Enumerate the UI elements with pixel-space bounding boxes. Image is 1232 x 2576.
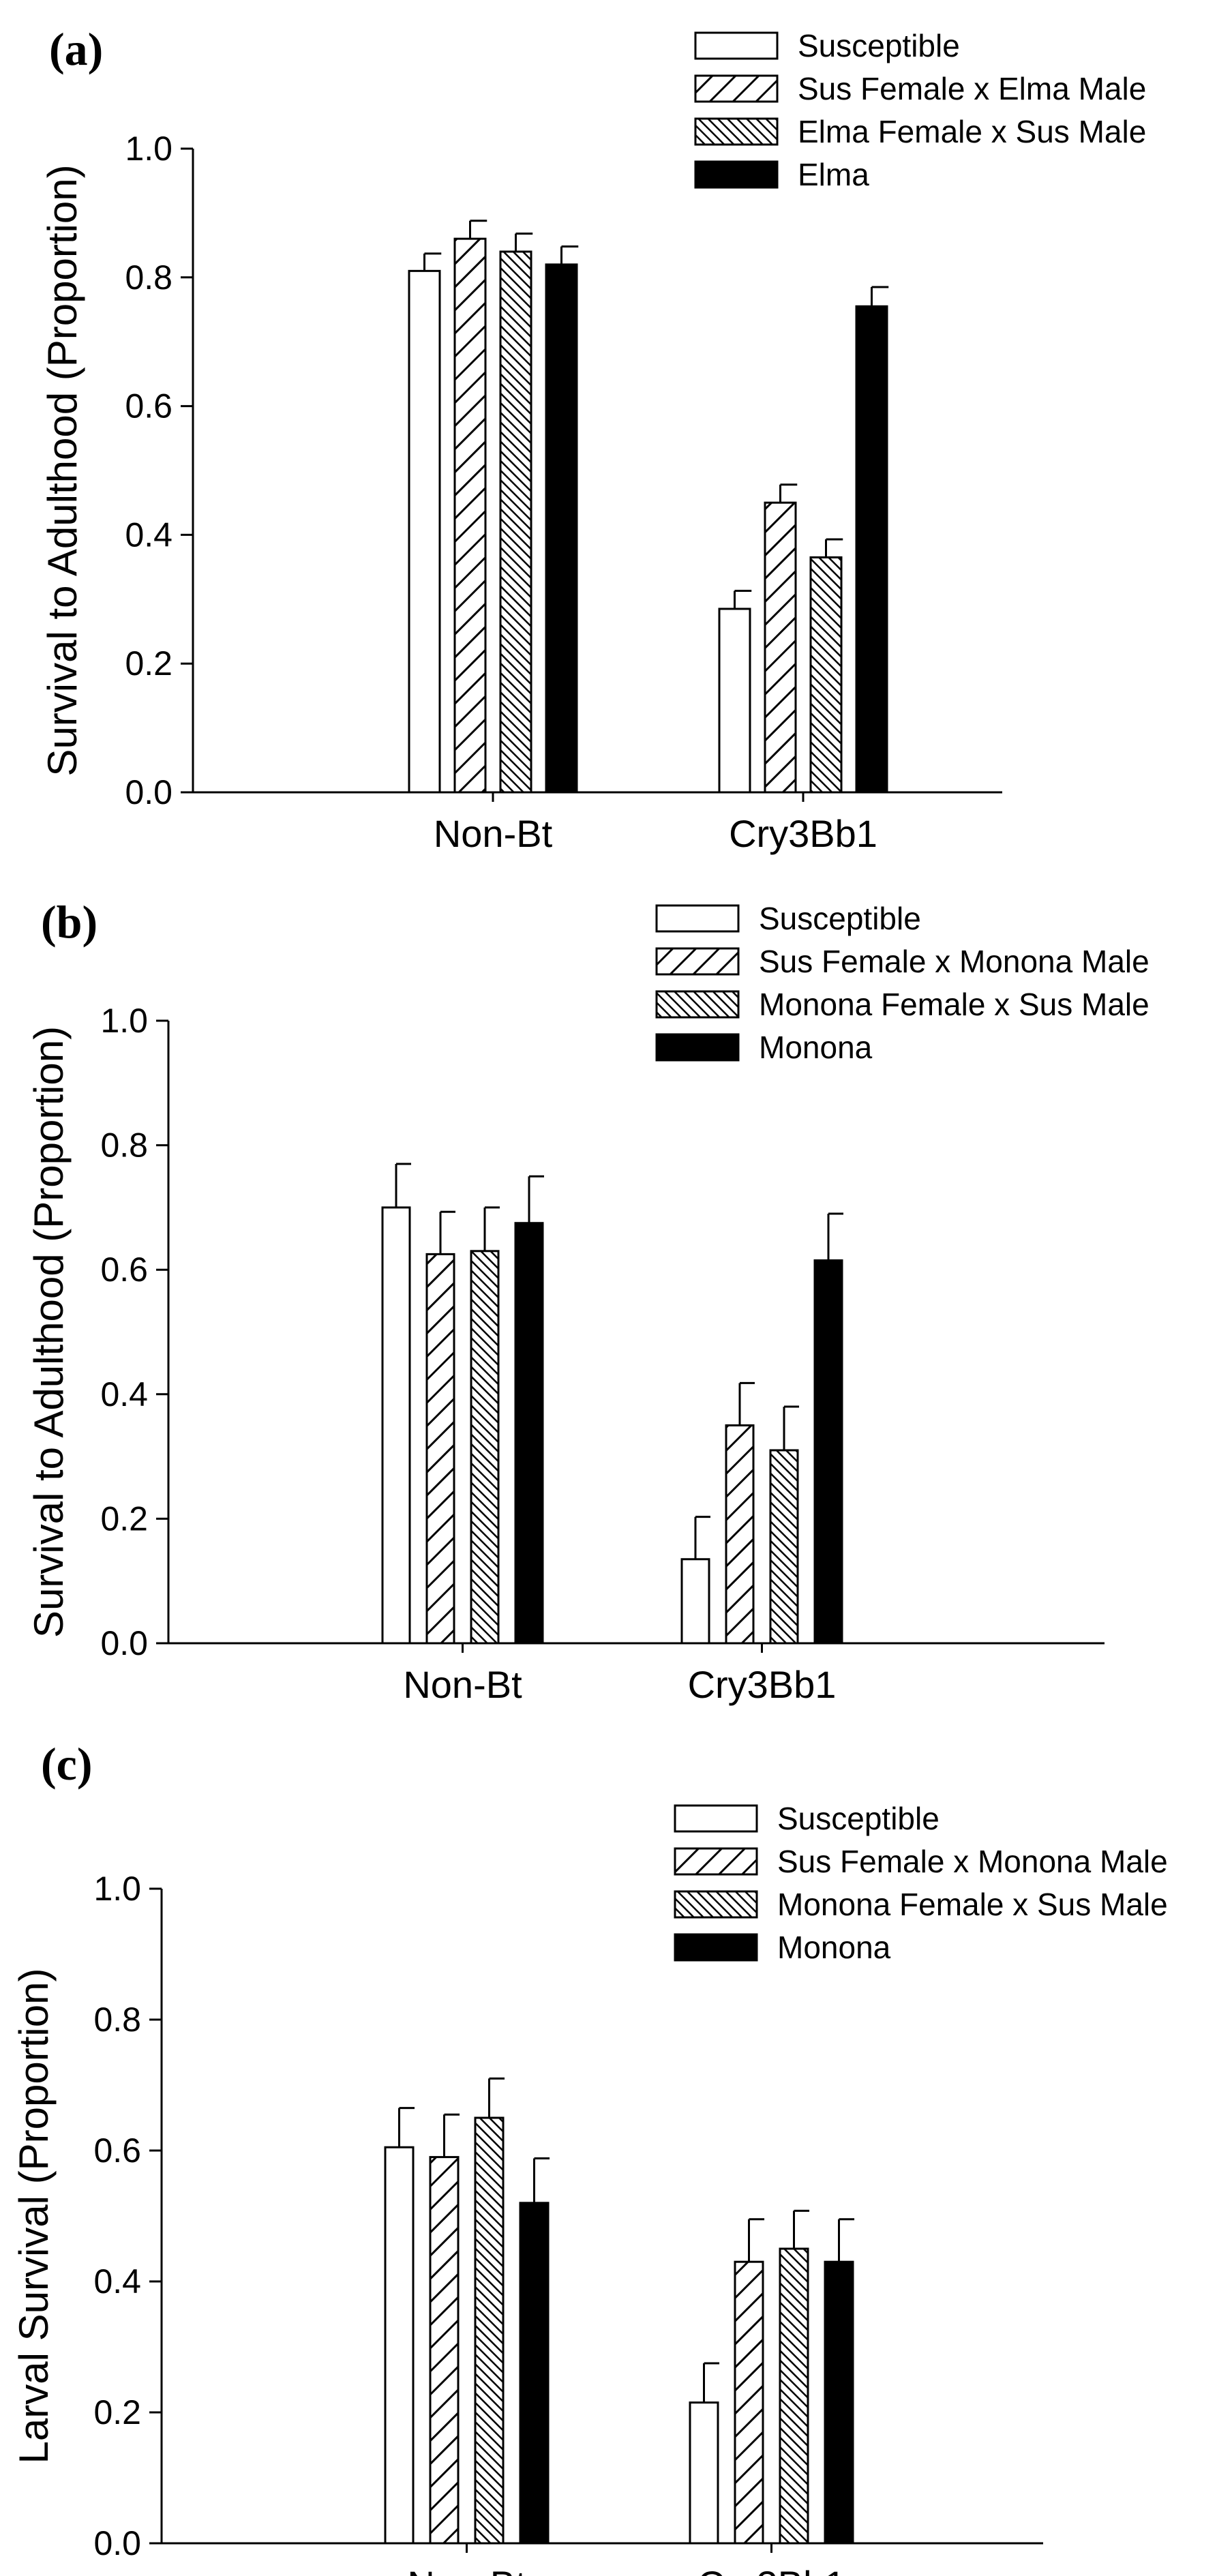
bar [718, 608, 751, 794]
legend-label: Monona [759, 1030, 873, 1065]
y-tick-label: 0.4 [100, 1375, 148, 1413]
x-category-label: Non-Bt [407, 2563, 526, 2576]
bar [384, 2146, 415, 2545]
legend-label: Monona Female x Sus Male [759, 987, 1150, 1022]
x-category-label: Non-Bt [434, 812, 553, 855]
y-tick-label: 0.2 [100, 1499, 148, 1538]
bar [809, 556, 843, 794]
y-tick-label: 0.8 [100, 1126, 148, 1165]
bar [689, 2401, 719, 2545]
bar [855, 305, 888, 794]
legend-label: Susceptible [798, 28, 960, 63]
legend-label: Monona Female x Sus Male [777, 1887, 1168, 1922]
y-tick-label: 0.0 [125, 773, 172, 811]
legend-label: Sus Female x Monona Male [777, 1844, 1168, 1879]
bar [381, 1206, 411, 1645]
legend-swatch [674, 1890, 758, 1919]
bar [425, 1253, 455, 1645]
legend-swatch [655, 1033, 740, 1062]
x-category-label: Cry3Bb1 [688, 1663, 837, 1706]
legend-label: Elma [798, 157, 869, 192]
legend-swatch [655, 904, 740, 933]
legend-swatch [694, 31, 779, 60]
legend-swatch [674, 1847, 758, 1876]
y-axis-title: Survival to Adulthood (Proportion) [26, 1026, 72, 1638]
y-tick-label: 0.4 [93, 2262, 141, 2301]
bar [408, 269, 441, 794]
y-tick-label: 0.8 [93, 2001, 141, 2039]
y-tick-label: 0.0 [100, 1624, 148, 1662]
bar [734, 2260, 764, 2545]
bar [453, 237, 487, 794]
legend-swatch [674, 1804, 758, 1833]
x-category-label: Cry3Bb1 [697, 2563, 846, 2576]
legend-swatch [655, 947, 740, 976]
y-tick-label: 0.0 [93, 2524, 141, 2562]
legend-swatch [655, 990, 740, 1019]
legend-label: Susceptible [777, 1801, 940, 1836]
chart-panel-2: (b) 0.0 0.2 0.4 0.6 0.8 1.0 Survival to Adultho… [26, 896, 1150, 1706]
chart-panel-3: (c) 0.0 0.2 0.4 0.6 0.8 1.0 Larval Survival (Pr… [11, 1738, 1168, 2576]
panel-label: (b) [41, 896, 97, 948]
panel-label: (a) [49, 23, 103, 75]
bar [499, 250, 532, 794]
y-tick-label: 0.6 [100, 1250, 148, 1289]
legend: Susceptible Sus Female x Monona Male Monon… [655, 901, 1150, 1065]
y-tick-label: 0.4 [125, 515, 172, 554]
y-tick-label: 0.2 [93, 2393, 141, 2431]
bar [514, 1222, 544, 1645]
bar [680, 1558, 710, 1645]
bar [764, 501, 797, 794]
legend-swatch [674, 1933, 758, 1962]
bar [769, 1449, 799, 1645]
legend-label: Elma Female x Sus Male [798, 114, 1146, 149]
y-tick-label: 1.0 [100, 1002, 148, 1040]
y-tick-label: 0.2 [125, 644, 172, 683]
bar [813, 1259, 843, 1645]
x-category-label: Cry3Bb1 [729, 812, 877, 855]
chart-panel-1: (a) 0.0 0.2 0.4 0.6 0.8 1.0 Survival to Adultho… [40, 23, 1146, 855]
y-tick-label: 1.0 [125, 130, 172, 168]
legend-label: Sus Female x Monona Male [759, 944, 1150, 979]
bar [725, 1424, 755, 1645]
bar [474, 2116, 505, 2545]
bar [470, 1250, 500, 1645]
y-tick-label: 0.6 [93, 2131, 141, 2170]
legend-label: Susceptible [759, 901, 921, 936]
y-axis-title: Survival to Adulthood (Proportion) [40, 164, 85, 776]
bar [779, 2247, 809, 2545]
legend: Susceptible Sus Female x Monona Male Monon… [674, 1801, 1168, 1965]
legend-label: Sus Female x Elma Male [798, 71, 1146, 106]
bar [429, 2156, 460, 2545]
y-tick-label: 1.0 [93, 1870, 141, 1908]
bar [545, 263, 578, 794]
bar [519, 2202, 550, 2545]
legend-label: Monona [777, 1930, 891, 1965]
legend: Susceptible Sus Female x Elma Male Elma Fe… [694, 28, 1146, 192]
y-axis-title: Larval Survival (Proportion) [11, 1968, 57, 2464]
bar [824, 2260, 854, 2545]
legend-swatch [694, 74, 779, 103]
y-tick-label: 0.8 [125, 258, 172, 297]
legend-swatch [694, 160, 779, 189]
x-category-label: Non-Bt [403, 1663, 522, 1706]
y-tick-label: 0.6 [125, 387, 172, 425]
panel-label: (c) [41, 1738, 92, 1790]
legend-swatch [694, 117, 779, 146]
